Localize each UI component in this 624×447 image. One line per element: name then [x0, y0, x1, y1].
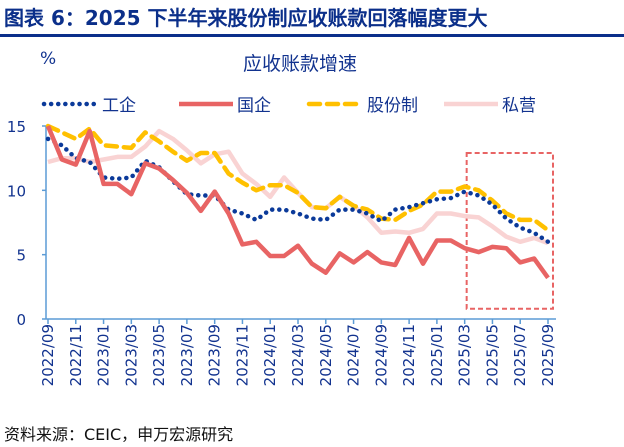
x-tick-label: 2022/11 [67, 324, 85, 386]
x-tick-label: 2025/09 [539, 324, 557, 386]
y-tick-label: 5 [16, 247, 26, 265]
series-line-0 [45, 136, 551, 245]
x-tick-label: 2024/01 [261, 324, 279, 386]
x-tick-label: 2024/05 [317, 324, 335, 386]
legend-label: 工企 [102, 96, 136, 116]
legend: 工企 国企 股份制 私营 [41, 96, 536, 116]
x-tick-label: 2025/05 [483, 324, 501, 386]
x-tick-label: 2024/09 [372, 324, 390, 386]
series-line-1 [45, 125, 550, 280]
x-tick-label: 2023/07 [178, 324, 196, 386]
series-line-2 [45, 123, 551, 233]
x-tick-label: 2023/09 [206, 324, 224, 386]
x-tick-label: 2025/07 [511, 324, 529, 386]
x-tick-label: 2023/01 [95, 324, 113, 386]
x-tick-label: 2024/11 [400, 324, 418, 386]
highlight-box [465, 152, 554, 310]
x-tick-label: 2023/03 [122, 324, 140, 386]
y-axis-unit: % [40, 49, 56, 69]
x-tick-label: 2023/11 [233, 324, 251, 386]
y-tick-label: 10 [7, 182, 26, 200]
legend-label: 私营 [502, 96, 536, 116]
axes: 0 5 10 15 2022/09 2022/11 2023/01 2023/03 2023/0… [7, 118, 557, 386]
legend-label: 国企 [237, 96, 271, 116]
x-tick-label: 2025/03 [456, 324, 474, 386]
page-title: 图表 6：2025 下半年来股份制应收账款回落幅度更大 [4, 6, 488, 30]
plot-area [45, 123, 554, 310]
x-tick-label: 2024/07 [345, 324, 363, 386]
title-underline [0, 34, 624, 37]
x-tick-label: 2022/09 [39, 324, 57, 386]
x-tick-label: 2024/03 [289, 324, 307, 386]
legend-label: 股份制 [367, 96, 418, 116]
chart-title: 应收账款增速 [243, 53, 357, 75]
y-tick-label: 15 [7, 118, 26, 136]
x-tick-label: 2025/01 [428, 324, 446, 386]
source-note: 资料来源：CEIC，申万宏源研究 [4, 425, 233, 444]
x-tick-label: 2023/05 [150, 324, 168, 386]
y-tick-label: 0 [16, 311, 26, 329]
